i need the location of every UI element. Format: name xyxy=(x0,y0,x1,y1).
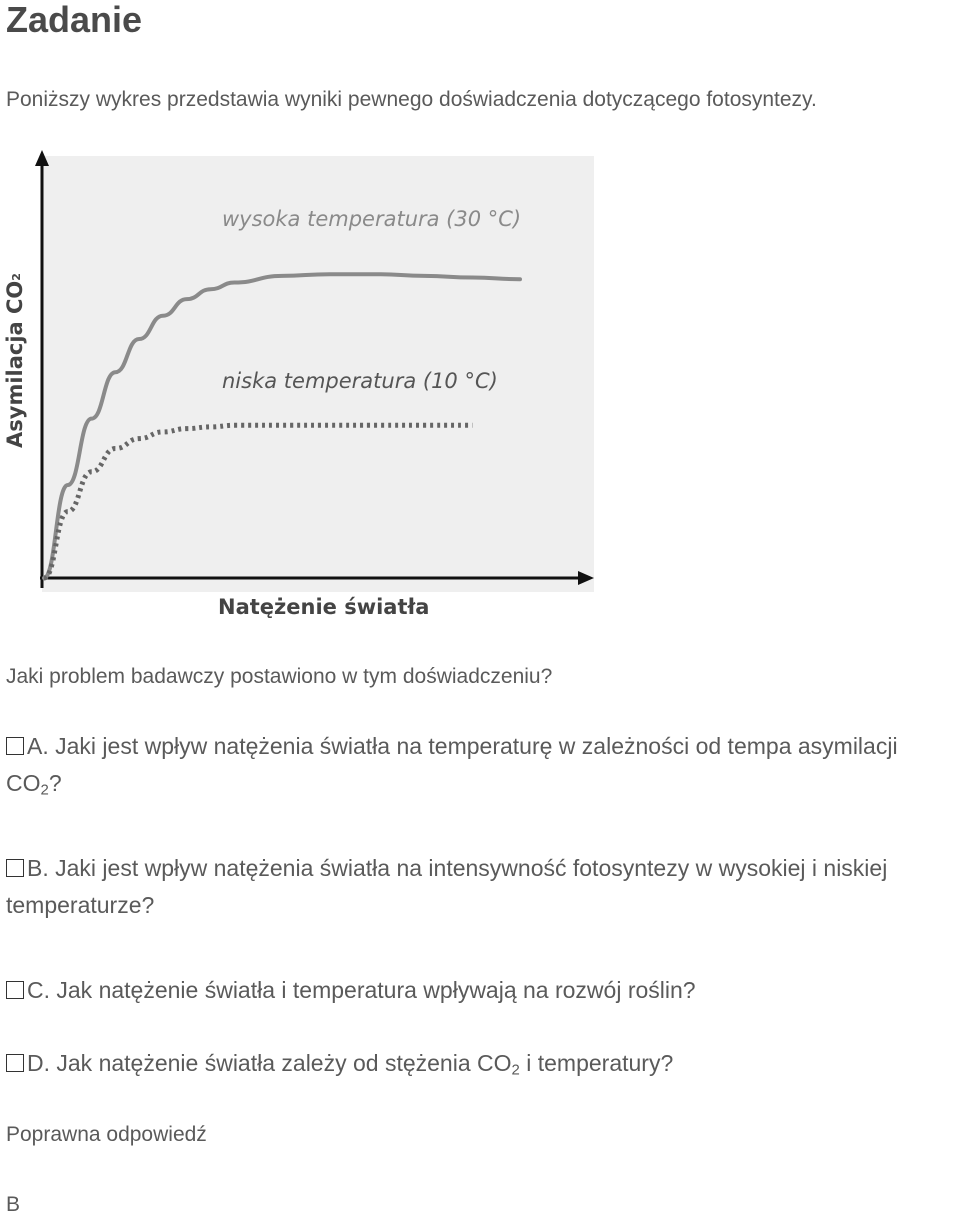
option-d[interactable]: D. Jak natężenie światła zależy od stęże… xyxy=(6,1045,956,1089)
option-b-letter: B. xyxy=(27,855,49,881)
option-d-text: Jak natężenie światła zależy od stężenia… xyxy=(56,1050,512,1076)
series-line-low-temp xyxy=(42,422,473,581)
option-d-checkbox[interactable] xyxy=(6,1054,24,1072)
option-d-letter: D. xyxy=(27,1050,50,1076)
answer-label: Poprawna odpowiedź xyxy=(6,1123,207,1146)
option-c-text: Jak natężenie światła i temperatura wpły… xyxy=(56,977,696,1003)
option-b-text: Jaki jest wpływ natężenia światła na int… xyxy=(6,855,888,918)
chart: wysoka temperatura (30 °C) niska tempera… xyxy=(0,148,600,628)
x-axis-label: Natężenie światła xyxy=(218,595,429,619)
option-c-checkbox[interactable] xyxy=(6,981,24,999)
option-c-letter: C. xyxy=(27,977,50,1003)
option-a[interactable]: A. Jaki jest wpływ natężenia światła na … xyxy=(6,728,956,809)
option-d-sub: 2 xyxy=(511,1061,520,1079)
question-text: Jaki problem badawczy postawiono w tym d… xyxy=(6,665,553,688)
option-a-sub: 2 xyxy=(40,781,49,799)
option-a-letter: A. xyxy=(27,733,49,759)
y-axis-label-text: Asymilacja CO xyxy=(3,281,27,448)
y-axis-arrow xyxy=(35,150,49,166)
option-d-after: i temperatury? xyxy=(519,1050,674,1076)
option-c[interactable]: C. Jak natężenie światła i temperatura w… xyxy=(6,972,956,1009)
option-a-after: ? xyxy=(48,770,62,796)
x-axis-arrow xyxy=(578,571,594,585)
option-a-text: Jaki jest wpływ natężenia światła na tem… xyxy=(6,733,898,796)
series-label-high-temp: wysoka temperatura (30 °C) xyxy=(222,207,521,231)
series-label-low-temp: niska temperatura (10 °C) xyxy=(222,369,498,393)
option-a-checkbox[interactable] xyxy=(6,737,24,755)
answer-value: B xyxy=(6,1193,21,1216)
plot-background xyxy=(42,156,594,592)
intro-text: Poniższy wykres przedstawia wyniki pewne… xyxy=(6,88,817,111)
series-line-high-temp xyxy=(42,272,522,580)
page-title: Zadanie xyxy=(6,0,143,40)
chart-svg: wysoka temperatura (30 °C) niska tempera… xyxy=(3,150,594,619)
y-axis-label-sub: 2 xyxy=(10,273,23,281)
y-axis-label: Asymilacja CO2 xyxy=(3,273,27,448)
option-b[interactable]: B. Jaki jest wpływ natężenia światła na … xyxy=(6,850,956,924)
option-b-checkbox[interactable] xyxy=(6,859,24,877)
